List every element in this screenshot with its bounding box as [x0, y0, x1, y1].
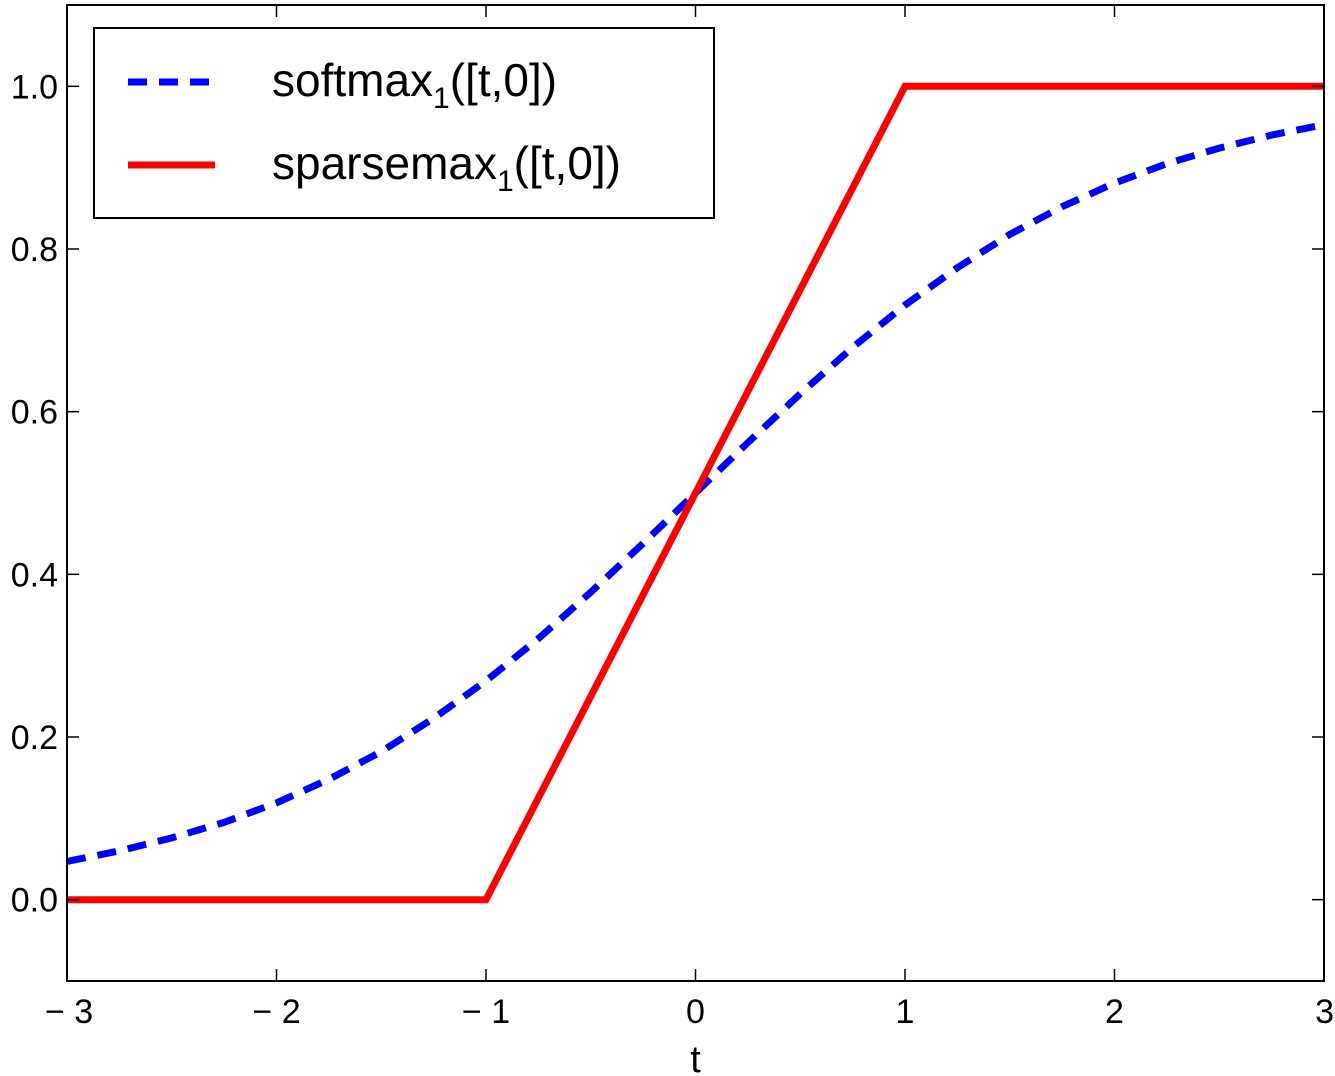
y-tick-label: 0.8	[11, 231, 58, 269]
legend-label-softmax-subscript: 1	[433, 82, 450, 115]
axis-ticks: − 3 − 2 − 1 0 1 2 3 0.0 0.2 0.4 0.6 0.8 1.0	[11, 5, 1334, 1031]
y-tick-label: 0.6	[11, 394, 58, 432]
y-tick-label: 0.0	[11, 882, 58, 920]
legend-label-sparsemax-args: ([t,0])	[514, 137, 621, 189]
x-axis-label: t	[690, 1039, 701, 1076]
x-tick-label: 2	[1105, 993, 1124, 1031]
legend-label-sparsemax-main: sparsemax	[272, 137, 497, 189]
x-tick-label: 1	[896, 993, 915, 1031]
series-line-softmax	[66, 121, 1325, 865]
legend-label-sparsemax-subscript: 1	[497, 165, 514, 198]
x-tick-label: 0	[686, 993, 705, 1031]
legend-label-sparsemax: sparsemax1([t,0])	[272, 137, 621, 198]
legend-label-softmax-main: softmax	[272, 54, 433, 106]
x-tick-label: − 1	[462, 993, 510, 1031]
legend-label-softmax: softmax1([t,0])	[272, 54, 557, 115]
series-line-sparsemax	[67, 82, 1324, 904]
legend: softmax1([t,0]) sparsemax1([t,0])	[93, 27, 715, 219]
x-tick-label: − 2	[252, 993, 300, 1031]
y-tick-label: 0.4	[11, 556, 58, 594]
legend-box	[93, 27, 715, 219]
legend-label-softmax-args: ([t,0])	[450, 54, 557, 106]
y-tick-label: 0.2	[11, 719, 58, 757]
x-tick-label: − 3	[45, 993, 93, 1031]
y-tick-label: 1.0	[11, 68, 58, 106]
series-layer	[66, 82, 1325, 904]
x-tick-label: 3	[1315, 993, 1334, 1031]
